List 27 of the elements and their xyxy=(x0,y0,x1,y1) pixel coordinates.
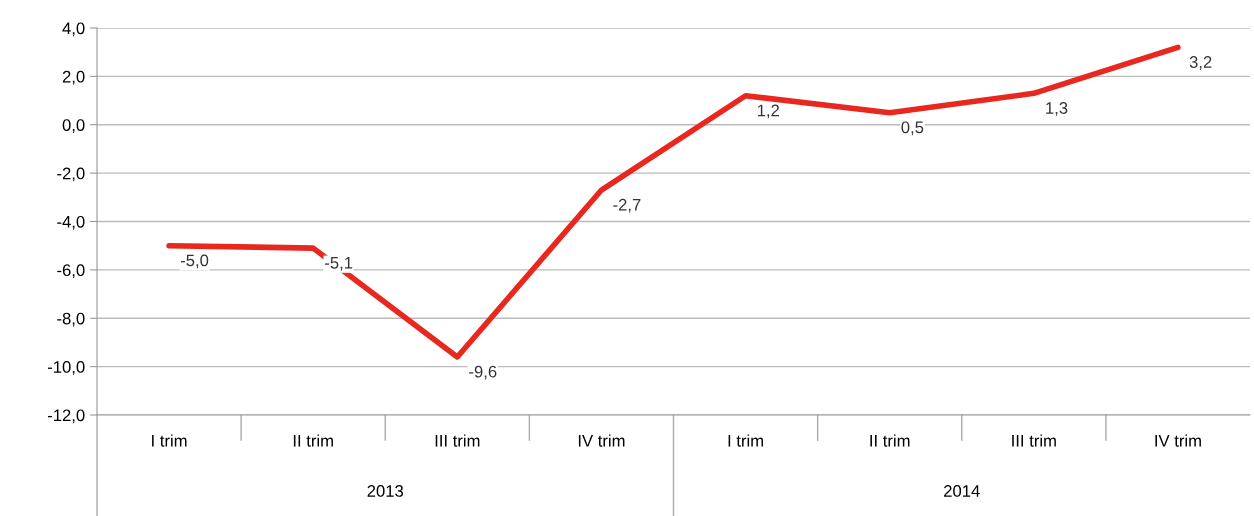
data-label: -9,6 xyxy=(469,365,497,380)
x-tick-label: IV trim xyxy=(1155,434,1201,447)
data-label: -2,7 xyxy=(613,198,641,213)
text: 2014 xyxy=(944,485,980,497)
x-tick-label: III trim xyxy=(1012,434,1056,447)
data-label: -5,0 xyxy=(180,254,209,269)
y-tick-label: -2,0 xyxy=(57,167,85,182)
y-tick-label: 0,0 xyxy=(62,119,85,133)
text: 2013 xyxy=(367,485,404,497)
y-tick-label: -6,0 xyxy=(57,264,85,279)
data-label: 0,5 xyxy=(901,121,924,136)
x-tick-label: II trim xyxy=(870,434,910,447)
x-tick-label: I trim xyxy=(728,434,763,447)
y-tick-label: 2,0 xyxy=(62,70,85,85)
y-tick-label: 4,0 xyxy=(62,22,85,37)
x-tick-label: III trim xyxy=(435,434,480,447)
data-label: 1,3 xyxy=(1046,102,1068,116)
x-tick-label: IV trim xyxy=(578,434,625,447)
x-tick-label: II trim xyxy=(293,434,333,447)
y-tick-label: -12,0 xyxy=(47,409,85,424)
data-label: -5,1 xyxy=(325,257,353,271)
data-label: 3,2 xyxy=(1189,56,1212,70)
y-tick-label: -8,0 xyxy=(57,312,85,327)
x-tick-label: I trim xyxy=(152,434,187,447)
y-tick-label: -10,0 xyxy=(47,361,85,375)
y-tick-label: -4,0 xyxy=(57,215,85,230)
data-label: 1,2 xyxy=(757,104,780,119)
